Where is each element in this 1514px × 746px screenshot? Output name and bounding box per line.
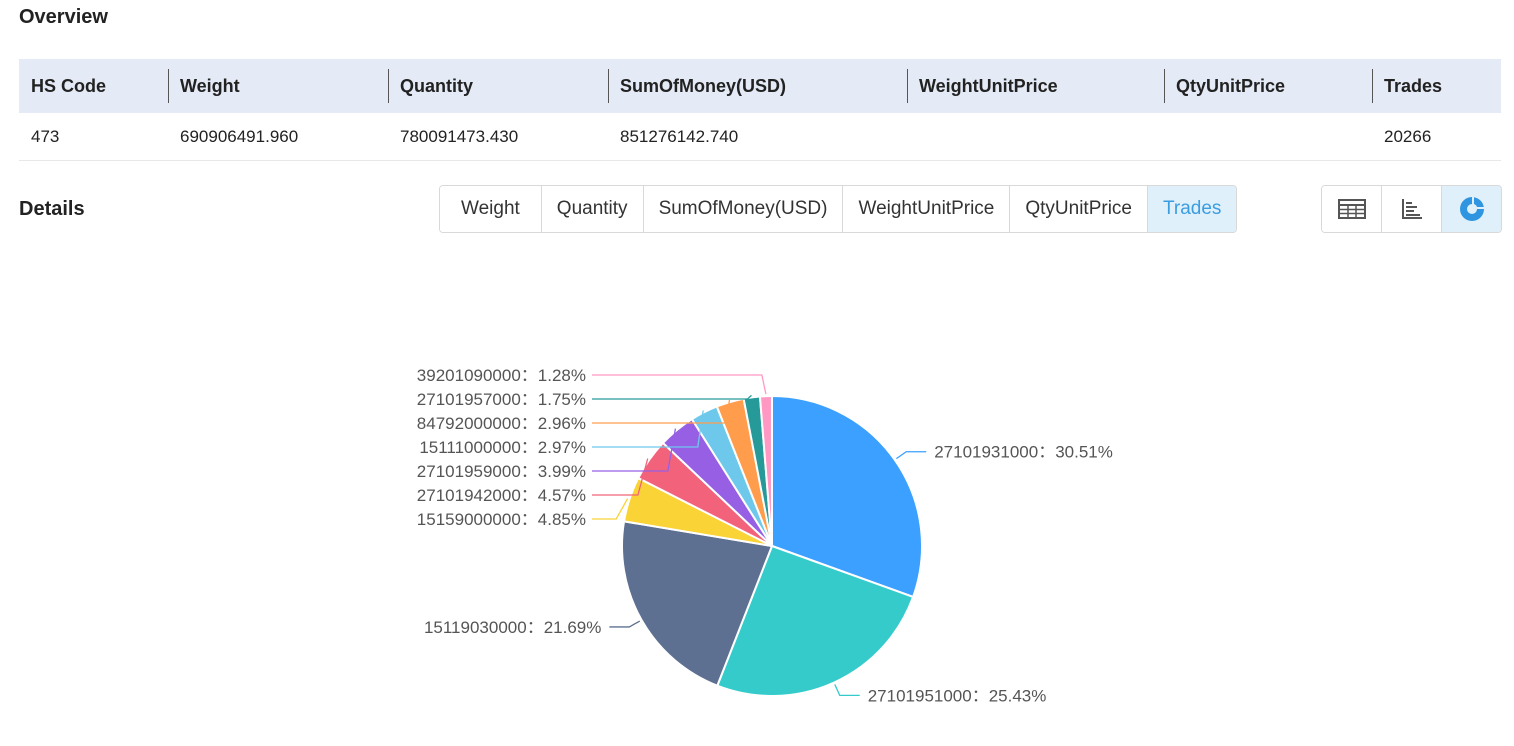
metric-tabs: Weight Quantity SumOfMoney(USD) WeightUn… bbox=[439, 185, 1238, 233]
bar-chart-icon bbox=[1401, 199, 1422, 219]
table-row: 473 690906491.960 780091473.430 85127614… bbox=[19, 113, 1501, 161]
pie-slice-27101931000[interactable] bbox=[771, 394, 923, 599]
pie-chart-icon bbox=[1459, 197, 1484, 221]
cell-sum-of-money: 851276142.740 bbox=[608, 113, 907, 161]
bar-view-button[interactable] bbox=[1381, 186, 1441, 232]
table-view-button[interactable] bbox=[1322, 186, 1381, 232]
label-line-15119030000 bbox=[609, 620, 641, 628]
slice-label-84792000000: 84792000000：2.96% bbox=[417, 414, 586, 433]
tab-weight[interactable]: Weight bbox=[440, 186, 541, 232]
label-line-27101957000 bbox=[592, 394, 752, 400]
tab-weight-unit-price[interactable]: WeightUnitPrice bbox=[842, 186, 1010, 232]
column-header-weight-unit-price: WeightUnitPrice bbox=[907, 59, 1164, 113]
cell-hs-code: 473 bbox=[19, 113, 168, 161]
slice-label-15159000000: 15159000000：4.85% bbox=[417, 510, 586, 529]
cell-qty-unit-price bbox=[1164, 113, 1372, 161]
pie-slice-39201090000[interactable] bbox=[758, 394, 773, 547]
pie-chart: 27101931000：30.51% 27101951000：25.43% 1511… bbox=[417, 366, 1113, 705]
tab-qty-unit-price[interactable]: QtyUnitPrice bbox=[1009, 186, 1147, 232]
label-line-84792000000 bbox=[592, 399, 731, 424]
label-line-27101959000 bbox=[592, 428, 677, 472]
slice-label-27101959000: 27101959000：3.99% bbox=[417, 462, 586, 481]
overview-title: Overview bbox=[19, 6, 108, 28]
cell-weight-unit-price bbox=[907, 113, 1164, 161]
details-title: Details bbox=[19, 198, 85, 220]
slice-label-39201090000: 39201090000：1.28% bbox=[417, 366, 586, 385]
view-switcher bbox=[1321, 185, 1502, 233]
slice-label-27101957000: 27101957000：1.75% bbox=[417, 390, 586, 409]
slice-label-27101931000: 27101931000：30.51% bbox=[934, 443, 1113, 462]
cell-weight: 690906491.960 bbox=[168, 113, 388, 161]
tab-sum-of-money[interactable]: SumOfMoney(USD) bbox=[642, 186, 843, 232]
column-header-sum-of-money: SumOfMoney(USD) bbox=[608, 59, 907, 113]
overview-header-row: HS Code Weight Quantity SumOfMoney(USD) … bbox=[19, 59, 1501, 113]
overview-table: HS Code Weight Quantity SumOfMoney(USD) … bbox=[19, 59, 1501, 161]
column-header-trades: Trades bbox=[1372, 59, 1501, 113]
column-header-qty-unit-price: QtyUnitPrice bbox=[1164, 59, 1372, 113]
pie-slice-27101951000[interactable] bbox=[716, 544, 915, 697]
column-header-quantity: Quantity bbox=[388, 59, 608, 113]
label-line-27101951000 bbox=[834, 684, 860, 697]
tab-quantity[interactable]: Quantity bbox=[540, 186, 643, 232]
tab-trades[interactable]: Trades bbox=[1147, 186, 1237, 232]
label-line-15159000000 bbox=[592, 498, 629, 520]
label-line-27101931000 bbox=[896, 451, 927, 460]
slice-label-15111000000: 15111000000：2.97% bbox=[419, 438, 586, 457]
pie-slice-15119030000[interactable] bbox=[621, 520, 774, 687]
column-header-hs-code: HS Code bbox=[19, 59, 168, 113]
slice-label-27101942000: 27101942000：4.57% bbox=[417, 486, 586, 505]
table-icon bbox=[1337, 199, 1366, 219]
cell-trades: 20266 bbox=[1372, 113, 1501, 161]
column-header-weight: Weight bbox=[168, 59, 388, 113]
slice-label-27101951000: 27101951000：25.43% bbox=[868, 686, 1047, 705]
cell-quantity: 780091473.430 bbox=[388, 113, 608, 161]
label-line-39201090000 bbox=[592, 374, 767, 395]
pie-view-button[interactable] bbox=[1441, 186, 1501, 232]
slice-label-15119030000: 15119030000：21.69% bbox=[424, 618, 601, 637]
